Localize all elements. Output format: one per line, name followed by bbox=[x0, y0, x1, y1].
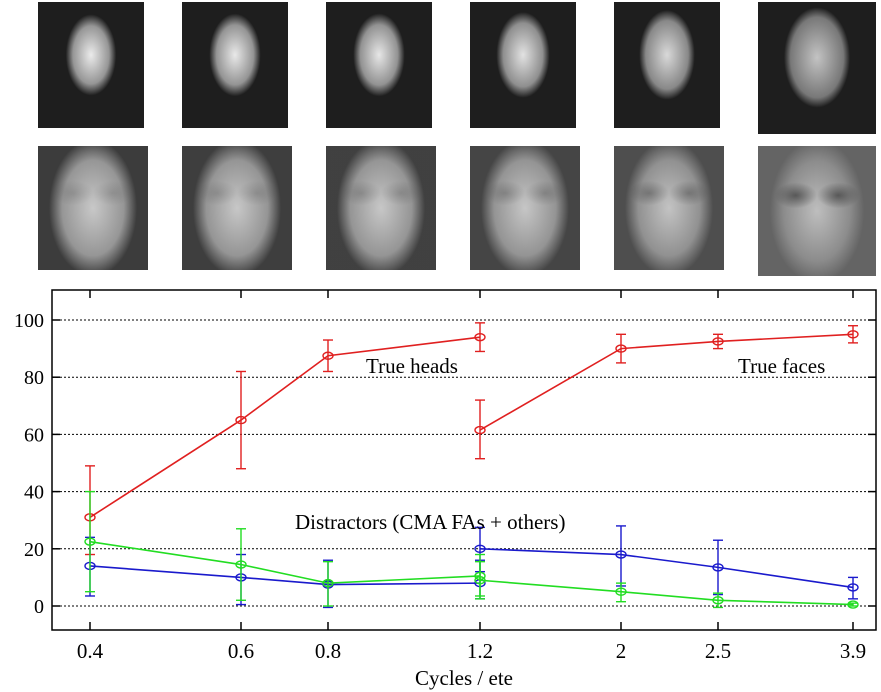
chart-annotation: True faces bbox=[738, 354, 825, 378]
x-tick-label: 0.8 bbox=[315, 639, 341, 663]
data-point bbox=[322, 351, 334, 360]
series-line bbox=[89, 565, 481, 586]
data-point bbox=[712, 596, 724, 605]
y-axis: 0 20 40 60 80 100 bbox=[14, 310, 876, 618]
series-line bbox=[479, 579, 854, 606]
data-point bbox=[235, 560, 247, 569]
data-point bbox=[84, 537, 96, 546]
y-tick-label: 20 bbox=[24, 539, 44, 561]
y-tick-label: 40 bbox=[24, 482, 44, 504]
chart-annotation: Distractors (CMA FAs + others) bbox=[295, 510, 565, 534]
data-point bbox=[322, 578, 334, 588]
data-point bbox=[235, 415, 247, 425]
head-thumbnail bbox=[758, 2, 876, 134]
y-tick-label: 60 bbox=[24, 424, 44, 446]
face-thumbnail bbox=[470, 146, 580, 270]
plot-frame bbox=[51, 289, 877, 631]
data-point bbox=[847, 600, 859, 609]
x-tick-label: 3.9 bbox=[840, 639, 866, 663]
face-thumbnail bbox=[326, 146, 436, 270]
face-thumbnail bbox=[182, 146, 292, 270]
data-point bbox=[474, 425, 486, 435]
head-blur-shape bbox=[182, 2, 288, 128]
x-tick-label: 2.5 bbox=[705, 639, 731, 663]
y-tick-label: 80 bbox=[24, 367, 44, 389]
x-tick-label: 1.2 bbox=[467, 639, 493, 663]
head-thumbnail bbox=[38, 2, 144, 128]
data-point bbox=[847, 583, 859, 592]
series-line bbox=[479, 333, 854, 431]
head-blur-shape bbox=[470, 2, 576, 128]
data-point bbox=[847, 330, 859, 339]
data-point bbox=[615, 550, 627, 559]
chart-annotation: True heads bbox=[366, 354, 458, 378]
head-blur-shape bbox=[38, 2, 144, 128]
data-point bbox=[615, 587, 627, 596]
head-blur-shape bbox=[614, 2, 720, 128]
data-point bbox=[474, 332, 486, 342]
series-group bbox=[84, 322, 859, 609]
head-blur-shape bbox=[326, 2, 432, 128]
x-axis: 0.4 0.6 0.8 1.2 2 2.5 3.9 bbox=[77, 290, 866, 663]
data-point bbox=[712, 563, 724, 572]
data-point bbox=[474, 544, 486, 553]
series-line bbox=[479, 548, 854, 589]
series-line bbox=[89, 336, 481, 519]
y-tick-label: 0 bbox=[34, 596, 44, 618]
face-thumbnail bbox=[614, 146, 724, 270]
line-chart: 0 20 40 60 80 100 0.4 0.6 0.8 1.2 2 2.5 3.9 True he… bbox=[14, 289, 877, 690]
face-blur-shape bbox=[182, 146, 292, 270]
data-point bbox=[615, 344, 627, 353]
face-blur-shape bbox=[470, 146, 580, 270]
series-line bbox=[89, 540, 481, 584]
data-point bbox=[712, 337, 724, 346]
face-blur-shape bbox=[614, 146, 724, 270]
x-tick-label: 2 bbox=[616, 639, 627, 663]
head-thumbnail bbox=[182, 2, 288, 128]
head-thumbnail bbox=[470, 2, 576, 128]
annotations: True heads True faces Distractors (CMA FAs… bbox=[295, 354, 825, 534]
thumbnail-grid bbox=[0, 0, 881, 280]
head-blur-shape bbox=[758, 2, 876, 134]
face-blur-shape bbox=[38, 146, 148, 270]
face-blur-shape bbox=[758, 146, 876, 276]
x-tick-label: 0.4 bbox=[77, 639, 104, 663]
x-axis-label: Cycles / ete bbox=[415, 666, 513, 690]
face-thumbnail bbox=[758, 146, 876, 276]
grid-lines bbox=[52, 319, 876, 607]
head-thumbnail bbox=[614, 2, 720, 128]
y-tick-label: 100 bbox=[14, 310, 44, 332]
x-tick-label: 0.6 bbox=[228, 639, 254, 663]
face-blur-shape bbox=[326, 146, 436, 270]
head-thumbnail bbox=[326, 2, 432, 128]
face-thumbnail bbox=[38, 146, 148, 270]
data-point bbox=[474, 576, 486, 585]
